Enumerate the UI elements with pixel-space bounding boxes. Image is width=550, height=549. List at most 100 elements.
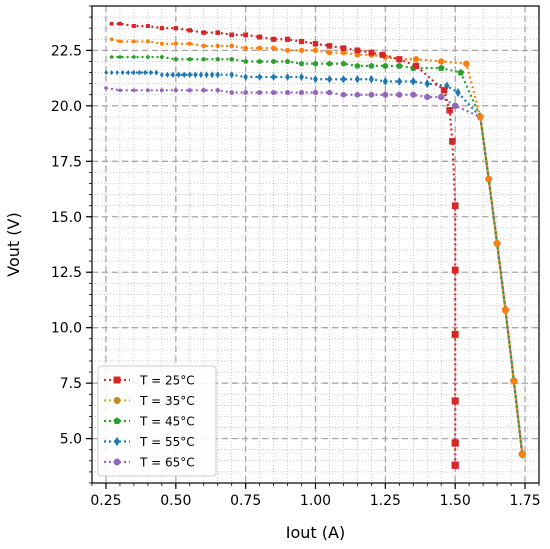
data-point (229, 70, 234, 79)
data-point (326, 60, 333, 67)
y-tick-label: 12.5 (51, 265, 82, 281)
data-point (313, 75, 318, 84)
legend-item: T = 35°C (104, 394, 195, 408)
data-point (326, 49, 333, 56)
data-point (354, 91, 361, 98)
data-point (215, 43, 221, 49)
data-point (215, 70, 220, 79)
data-point (412, 62, 420, 70)
data-point (118, 39, 122, 44)
data-point (354, 74, 360, 84)
data-point (243, 73, 248, 81)
data-point (193, 71, 198, 79)
data-point (118, 21, 122, 26)
x-tick-label: 0.25 (90, 493, 121, 509)
data-point (284, 36, 291, 42)
data-point (243, 45, 249, 51)
data-point (437, 58, 445, 65)
data-point (271, 89, 277, 96)
data-point (271, 45, 277, 51)
data-point (501, 306, 510, 314)
y-tick-label: 17.5 (51, 154, 82, 170)
data-point (457, 68, 465, 76)
data-point (368, 91, 375, 98)
data-point (229, 43, 235, 49)
data-point (257, 90, 263, 96)
data-point (284, 89, 291, 96)
legend-label: T = 65°C (139, 456, 195, 470)
data-point (159, 71, 164, 78)
data-point (396, 56, 403, 63)
data-point (412, 56, 420, 63)
series-4 (104, 69, 526, 460)
y-tick-label: 10.0 (51, 321, 82, 337)
data-point (424, 93, 431, 101)
data-point (396, 91, 403, 98)
legend-item: T = 45°C (104, 415, 195, 429)
data-point (137, 69, 142, 76)
y-tick-labels: 5.0 7.5 10.0 12.5 15.0 17.5 20.0 22.5 (51, 43, 82, 447)
data-point (131, 24, 136, 28)
legend-item: T = 65°C (104, 456, 195, 470)
data-point (271, 36, 277, 42)
data-point (312, 89, 319, 96)
x-tick-label: 1.50 (440, 493, 471, 509)
data-point (201, 88, 207, 93)
y-tick-label: 7.5 (60, 376, 82, 392)
data-point (229, 90, 235, 95)
data-point (437, 64, 445, 72)
data-point (104, 86, 108, 90)
data-point (159, 26, 164, 31)
data-point (171, 71, 175, 79)
data-point (312, 40, 319, 47)
axis-ticks (86, 5, 540, 489)
legend-marker (113, 376, 121, 384)
data-point (270, 58, 277, 64)
data-point (201, 43, 207, 49)
data-point (451, 102, 459, 110)
data-point (493, 239, 501, 247)
data-point (145, 23, 150, 28)
data-point (215, 56, 221, 62)
data-point (326, 74, 332, 84)
data-point (256, 58, 263, 64)
data-point (451, 439, 459, 447)
data-point (173, 56, 179, 62)
data-point (131, 39, 136, 44)
data-point (354, 62, 361, 69)
data-point (510, 377, 518, 385)
data-point (368, 62, 375, 69)
data-point (485, 175, 493, 183)
data-point (257, 34, 263, 40)
data-point (284, 58, 291, 64)
data-point (284, 47, 291, 54)
y-tick-label: 22.5 (51, 43, 82, 59)
data-point (159, 54, 165, 59)
data-point (257, 45, 263, 51)
data-point (182, 71, 187, 79)
data-point (243, 32, 249, 38)
y-tick-label: 5.0 (60, 432, 82, 448)
x-tick-label: 1.25 (370, 493, 401, 509)
data-point (121, 69, 125, 76)
x-tick-label: 0.50 (160, 493, 191, 509)
data-point (204, 71, 209, 79)
y-tick-label: 15.0 (51, 210, 82, 226)
data-point (440, 87, 448, 94)
data-point (109, 21, 114, 26)
data-point (209, 71, 215, 79)
data-point (312, 47, 319, 54)
legend-label: T = 45°C (139, 415, 195, 429)
data-point (173, 41, 178, 46)
data-point (176, 71, 181, 79)
data-point (132, 69, 136, 76)
data-point (396, 62, 403, 69)
data-point (446, 107, 453, 114)
data-point (173, 26, 178, 31)
data-point (104, 69, 108, 76)
data-point (298, 38, 305, 45)
data-point (299, 72, 304, 82)
legend-marker (113, 397, 121, 404)
